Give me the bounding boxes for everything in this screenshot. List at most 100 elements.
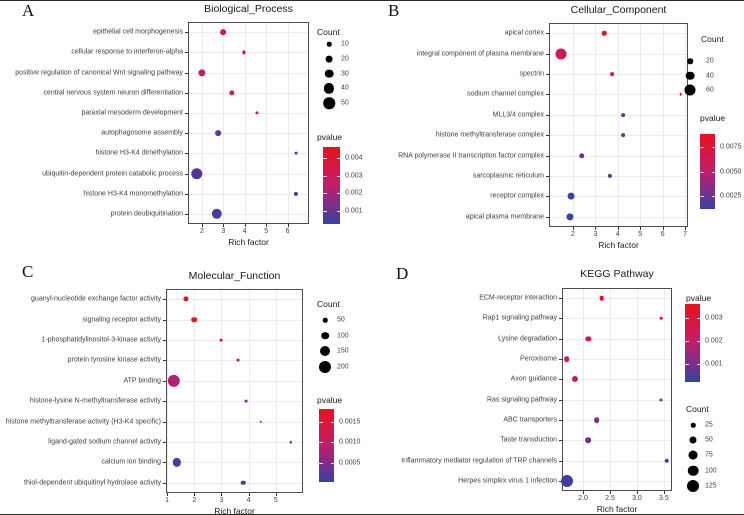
x-axis-tick-label: 2.5: [605, 495, 615, 502]
y-axis-label: RNA polymerase II transcription factor c…: [398, 152, 544, 160]
x-axis-tick: [572, 227, 574, 230]
gridline: [167, 462, 302, 464]
y-axis-tick: [559, 338, 562, 340]
y-axis-label: Peroxisome: [520, 355, 557, 363]
x-axis-tick: [201, 224, 203, 227]
gridline: [595, 24, 597, 226]
gradient-tick-mark: [323, 175, 327, 177]
data-point: [198, 68, 206, 77]
x-axis-title: Rich factor: [598, 240, 639, 250]
count-legend-value: 20: [706, 57, 714, 65]
gridline: [550, 33, 687, 35]
count-legend-value: 125: [705, 482, 717, 490]
gridline: [194, 290, 196, 492]
y-axis-label: central nervous system neuron differenti…: [43, 89, 183, 97]
x-axis-tick-label: 2: [571, 231, 575, 238]
count-legend-title: Count: [317, 299, 340, 309]
count-legend-value: 75: [705, 451, 713, 459]
gradient-tick-mark: [700, 171, 704, 173]
count-legend-bubble: [685, 71, 695, 80]
count-legend-title: Count: [317, 27, 340, 37]
data-point: [242, 50, 246, 54]
y-axis-label: ECM-receptor interaction: [479, 294, 557, 302]
gradient-tick-mark: [323, 158, 327, 160]
data-point: [659, 398, 663, 402]
gridline: [189, 153, 308, 155]
gradient-tick-label: 0.003: [345, 172, 363, 180]
gridline: [563, 338, 671, 340]
count-legend-bubble: [689, 436, 697, 444]
y-axis-tick: [185, 112, 188, 114]
gridline: [640, 24, 642, 226]
gridline: [167, 319, 302, 321]
x-axis-tick: [583, 491, 585, 494]
y-axis-label: protein deubiquitination: [110, 210, 183, 218]
data-point: [244, 399, 248, 403]
gridline: [167, 360, 302, 362]
y-axis-label: Herpes simplex virus 1 infection: [458, 477, 557, 485]
gradient-tick-label: 0.001: [705, 360, 723, 368]
y-axis-label: receptor complex: [490, 192, 544, 200]
y-axis-tick: [185, 133, 188, 135]
gridline: [223, 23, 225, 223]
y-axis-tick: [546, 216, 549, 218]
y-axis-tick: [163, 299, 166, 301]
gradient-tick-label: 0.0050: [720, 168, 742, 175]
data-point: [585, 437, 592, 444]
y-axis-tick: [163, 462, 166, 464]
count-legend-value: 20: [341, 55, 349, 63]
data-point: [229, 90, 235, 96]
data-point: [571, 376, 578, 383]
gradient-tick-mark: [700, 146, 704, 148]
gridline: [663, 289, 665, 490]
y-axis-tick: [185, 193, 188, 195]
y-axis-tick: [163, 482, 166, 484]
gradient-bar: [685, 304, 700, 382]
gridline: [167, 482, 302, 484]
y-axis-label: sarcoplasmic reticulum: [472, 172, 544, 180]
data-point: [254, 111, 259, 115]
panel-molecular-function: C Molecular_Function 1 2 3 4 5 Rich factor guany…: [0, 259, 372, 514]
y-axis-tick: [546, 196, 549, 198]
data-point: [607, 173, 613, 179]
count-legend-value: 25: [705, 421, 713, 429]
count-legend-bubble: [324, 69, 334, 78]
data-point: [566, 213, 574, 221]
y-axis-label: guanyl-nucleotide exchange factor activi…: [31, 295, 161, 303]
gradient-tick-mark: [685, 363, 689, 365]
panel-letter: D: [396, 264, 409, 283]
y-axis-label: ABC transporters: [503, 416, 557, 424]
panel-title: Molecular_Function: [188, 270, 281, 282]
gridline: [248, 290, 250, 492]
count-legend-bubble: [325, 55, 333, 63]
y-axis-label: apical plasma membrane: [465, 213, 544, 221]
gradient-tick-mark: [323, 210, 327, 212]
y-axis-tick: [163, 340, 166, 341]
x-axis-title: Rich factor: [596, 504, 638, 514]
gradient-tick-mark: [323, 193, 327, 195]
gridline: [563, 298, 671, 300]
count-legend-value: 200: [337, 363, 349, 371]
y-axis-tick: [163, 319, 166, 321]
count-legend-value: 50: [341, 99, 349, 107]
count-legend-value: 100: [705, 467, 717, 475]
y-axis-label: histone methyltransferase activity (H3-K…: [5, 418, 161, 426]
x-axis-tick-label: 4: [615, 231, 620, 238]
y-axis-label: Lysine degradation: [498, 335, 557, 343]
gridline: [636, 289, 638, 490]
count-legend-value: 100: [337, 332, 349, 340]
gradient-tick-mark: [696, 317, 700, 319]
y-axis-tick: [559, 460, 562, 462]
count-legend-title: Count: [686, 404, 709, 414]
data-point: [555, 48, 567, 60]
y-axis-label: 1-phosphatidylinositol-3-kinase activity: [41, 336, 161, 344]
plot-area: [562, 288, 672, 491]
gridline: [563, 440, 671, 442]
gridline: [662, 24, 664, 226]
gradient-tick-mark: [696, 363, 700, 365]
data-point: [567, 192, 575, 200]
y-axis-label: paraxial mesoderm development: [81, 109, 183, 117]
y-axis-label: spectrin: [519, 70, 544, 78]
count-legend-bubble: [321, 331, 329, 340]
gridline: [572, 24, 574, 226]
